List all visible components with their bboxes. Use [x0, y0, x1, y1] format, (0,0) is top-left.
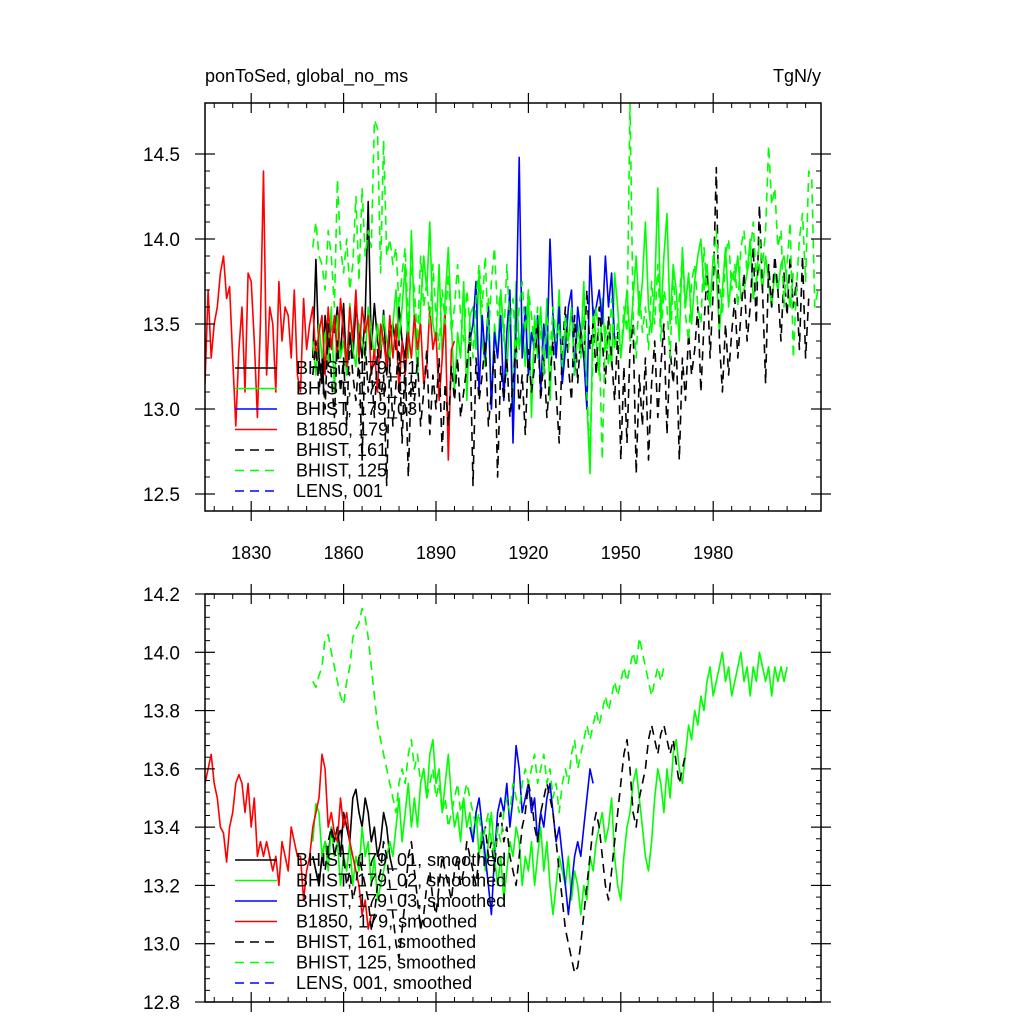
bottom-panel: 12.8 13.0 13.2 13.4 13.6 13.8 14.0 14.2 BHIST, … [143, 584, 831, 1014]
bottom-legend-label-bhist-179-02-smoothed: BHIST, 179_02, smoothed [296, 871, 506, 892]
top-legend-label-bhist-179-01: BHIST, 179_01 [296, 358, 417, 379]
top-legend-label-bhist-125: BHIST, 125 [296, 461, 387, 481]
top-xtick-label-1860: 1860 [324, 543, 364, 563]
top-xtick-label-1890: 1890 [416, 543, 456, 563]
top-title-right: TgN/y [773, 66, 821, 86]
top-series-bhist-125 [312, 103, 819, 461]
top-xtick-label-1980: 1980 [693, 543, 733, 563]
bottom-ytick-label-7: 14.2 [143, 585, 180, 606]
top-legend-label-bhist-179-02: BHIST, 179_02 [296, 379, 417, 400]
top-ytick-label-4: 14.5 [143, 145, 180, 166]
bottom-ytick-label-4: 13.6 [143, 760, 180, 781]
bottom-series-bhist-179-03-smoothed [469, 744, 594, 916]
top-panel: ponToSed, global_no_ms TgN/y 1830 1860 189… [143, 66, 831, 563]
top-ytick-label-3: 14.0 [143, 230, 180, 251]
top-axis-ticks: 1830 1860 1890 1920 1950 1980 12.5 13.0 13.5 14.0… [143, 93, 831, 563]
top-legend-label-bhist-161: BHIST, 161 [296, 440, 387, 460]
top-xtick-label-1920: 1920 [508, 543, 548, 563]
bottom-plot-frame [204, 593, 822, 1003]
bottom-axis-ticks: 12.8 13.0 13.2 13.4 13.6 13.8 14.0 14.2 [143, 584, 831, 1014]
top-xtick-label-1830: 1830 [231, 543, 271, 563]
top-title-left: ponToSed, global_no_ms [205, 66, 408, 87]
bottom-series-bhist-125-smoothed [312, 607, 665, 858]
top-series-bhist-161 [312, 166, 810, 487]
bottom-legend-label-bhist-179-01-smoothed: BHIST, 179_01, smoothed [296, 850, 506, 871]
top-legend-label-bhist-179-03: BHIST, 179_03 [296, 399, 417, 420]
top-xtick-label-1950: 1950 [601, 543, 641, 563]
top-plot-frame [204, 102, 822, 512]
top-ytick-label-1: 13.0 [143, 400, 180, 421]
bottom-ytick-label-3: 13.4 [143, 818, 180, 839]
bottom-legend-label-b1850-179-smoothed: B1850, 179, smoothed [296, 912, 477, 932]
top-legend-label-b1850-179: B1850, 179 [296, 420, 388, 440]
bottom-ytick-label-2: 13.2 [143, 876, 180, 897]
bottom-series-bhist-179-02-smoothed [312, 651, 788, 916]
bottom-series-layer [205, 607, 788, 974]
bottom-ytick-label-0: 12.8 [143, 993, 180, 1014]
top-ytick-label-2: 13.5 [143, 315, 180, 336]
bottom-ytick-label-5: 13.8 [143, 702, 180, 723]
top-legend-label-lens-001: LENS, 001 [296, 481, 383, 501]
bottom-series-b1850-179-smoothed [205, 753, 373, 930]
bottom-legend-label-bhist-179-03-smoothed: BHIST, 179_03, smoothed [296, 891, 506, 912]
bottom-legend-label-lens-001-smoothed: LENS, 001, smoothed [296, 973, 472, 993]
bottom-ytick-label-6: 14.0 [143, 643, 180, 664]
top-series-b1850-179 [205, 170, 456, 461]
bottom-legend-label-bhist-161-smoothed: BHIST, 161, smoothed [296, 932, 476, 952]
bottom-ytick-label-1: 13.0 [143, 935, 180, 956]
bottom-legend-label-bhist-125-smoothed: BHIST, 125, smoothed [296, 953, 476, 973]
top-series-bhist-179-03 [469, 156, 616, 444]
top-ytick-label-0: 12.5 [143, 485, 180, 506]
top-series-layer [205, 103, 819, 487]
